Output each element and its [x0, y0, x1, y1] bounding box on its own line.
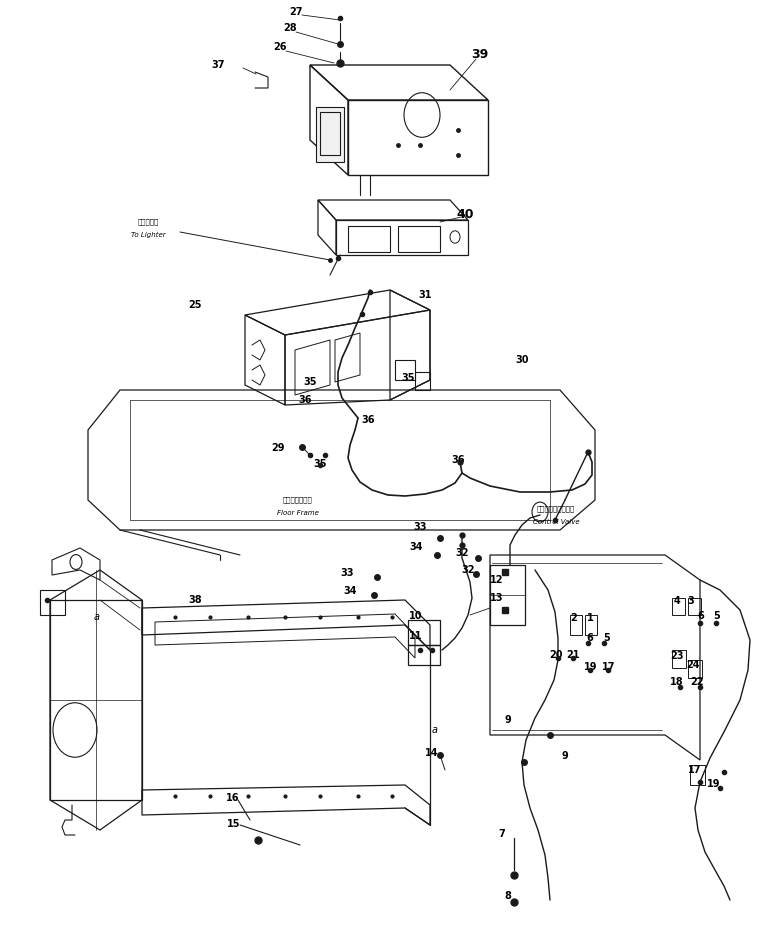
- Text: 40: 40: [457, 208, 474, 221]
- Text: 36: 36: [361, 415, 374, 425]
- Text: 24: 24: [686, 660, 700, 670]
- Text: 33: 33: [413, 522, 427, 532]
- Text: 37: 37: [212, 60, 224, 70]
- Text: 17: 17: [688, 765, 702, 775]
- Text: 38: 38: [188, 595, 202, 605]
- Text: 34: 34: [409, 542, 423, 552]
- Text: 19: 19: [707, 779, 721, 789]
- Text: 5: 5: [714, 611, 721, 621]
- Text: a: a: [432, 725, 438, 735]
- Text: 12: 12: [490, 575, 504, 585]
- Text: 26: 26: [273, 42, 287, 52]
- Text: 31: 31: [419, 290, 431, 300]
- Text: 29: 29: [271, 443, 285, 453]
- Text: 35: 35: [401, 373, 415, 383]
- Text: 6: 6: [698, 611, 705, 621]
- Text: フロアフレーム: フロアフレーム: [283, 496, 313, 503]
- Text: 34: 34: [343, 586, 357, 596]
- Text: 39: 39: [471, 48, 489, 61]
- Text: 4: 4: [673, 596, 680, 606]
- Text: 30: 30: [515, 355, 529, 365]
- Text: 23: 23: [670, 651, 683, 661]
- Text: 15: 15: [228, 819, 240, 829]
- Text: 32: 32: [455, 548, 469, 558]
- Text: Floor Frame: Floor Frame: [277, 510, 319, 516]
- Text: 21: 21: [566, 650, 580, 660]
- Text: 22: 22: [690, 677, 704, 687]
- Text: 19: 19: [584, 662, 597, 672]
- Text: 3: 3: [688, 596, 694, 606]
- Text: 2: 2: [571, 613, 578, 623]
- Text: 7: 7: [498, 829, 505, 839]
- Text: 35: 35: [303, 377, 317, 387]
- Text: 9: 9: [505, 715, 511, 725]
- Text: 14: 14: [425, 748, 439, 758]
- Text: a: a: [94, 612, 100, 622]
- Text: Control Valve: Control Valve: [533, 519, 579, 525]
- Text: 36: 36: [451, 455, 465, 465]
- Text: 8: 8: [505, 891, 511, 901]
- Text: 35: 35: [314, 459, 326, 469]
- Text: コントロールバルブ: コントロールバルブ: [537, 506, 575, 512]
- Text: ライターへ: ライターへ: [138, 219, 158, 225]
- Text: 18: 18: [670, 677, 684, 687]
- Text: 28: 28: [283, 23, 297, 33]
- Text: 36: 36: [298, 395, 312, 405]
- Text: 20: 20: [549, 650, 562, 660]
- Text: 32: 32: [461, 565, 475, 575]
- Text: To Lighter: To Lighter: [131, 232, 165, 238]
- Text: 33: 33: [340, 568, 354, 578]
- Text: 10: 10: [409, 611, 423, 621]
- Text: 13: 13: [490, 593, 504, 603]
- Text: 9: 9: [562, 751, 568, 761]
- Text: 17: 17: [602, 662, 616, 672]
- Text: 16: 16: [226, 793, 240, 803]
- Text: 5: 5: [603, 633, 610, 643]
- Text: 25: 25: [188, 300, 202, 310]
- Polygon shape: [316, 107, 344, 162]
- Text: 6: 6: [587, 633, 594, 643]
- Text: 27: 27: [289, 7, 303, 17]
- Text: 1: 1: [587, 613, 594, 623]
- Text: 11: 11: [409, 631, 423, 641]
